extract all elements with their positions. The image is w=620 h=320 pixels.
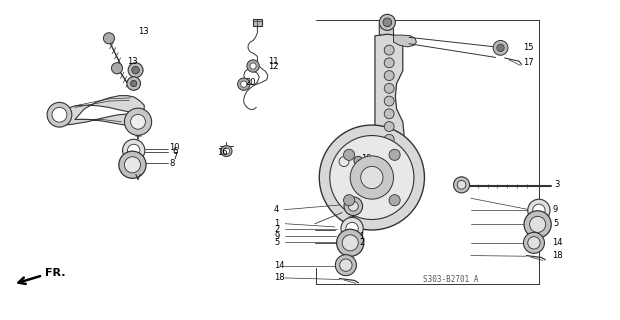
- Circle shape: [524, 211, 551, 238]
- Circle shape: [344, 197, 363, 215]
- Circle shape: [350, 156, 394, 199]
- Circle shape: [223, 148, 229, 154]
- Circle shape: [337, 229, 364, 256]
- Circle shape: [104, 33, 115, 44]
- Circle shape: [247, 60, 259, 72]
- Text: 4: 4: [274, 205, 280, 214]
- Circle shape: [123, 139, 145, 162]
- Text: 3: 3: [554, 180, 560, 189]
- Circle shape: [384, 45, 394, 55]
- Text: 14: 14: [552, 238, 563, 247]
- Circle shape: [47, 102, 72, 127]
- Text: 11: 11: [268, 57, 278, 66]
- Circle shape: [497, 44, 504, 52]
- Polygon shape: [52, 96, 146, 126]
- Text: 10: 10: [169, 143, 179, 152]
- Circle shape: [384, 71, 394, 81]
- Circle shape: [340, 259, 352, 271]
- Text: 1: 1: [274, 219, 280, 228]
- Text: 13: 13: [127, 57, 138, 66]
- Polygon shape: [338, 178, 409, 207]
- Text: 12: 12: [268, 62, 278, 71]
- Circle shape: [128, 63, 143, 77]
- Text: 14: 14: [274, 261, 285, 270]
- Circle shape: [523, 232, 544, 253]
- Circle shape: [343, 195, 355, 206]
- Polygon shape: [379, 22, 394, 38]
- Text: 1: 1: [360, 232, 365, 241]
- Circle shape: [383, 18, 392, 27]
- Circle shape: [384, 134, 394, 144]
- Circle shape: [241, 81, 247, 87]
- Text: 18: 18: [274, 273, 285, 282]
- Text: 5: 5: [553, 219, 559, 228]
- Text: 9: 9: [274, 232, 280, 241]
- Circle shape: [125, 108, 152, 135]
- Circle shape: [389, 149, 400, 160]
- Text: 7: 7: [172, 152, 178, 161]
- Text: 13: 13: [138, 28, 149, 36]
- Circle shape: [127, 77, 141, 90]
- Circle shape: [131, 114, 146, 129]
- Circle shape: [330, 136, 414, 220]
- Polygon shape: [375, 34, 404, 171]
- Circle shape: [389, 195, 400, 206]
- Circle shape: [346, 222, 358, 235]
- Text: 16: 16: [217, 148, 228, 156]
- Circle shape: [361, 166, 383, 188]
- Circle shape: [379, 14, 396, 30]
- Circle shape: [348, 201, 358, 211]
- Circle shape: [131, 80, 137, 87]
- Text: 18: 18: [552, 251, 563, 260]
- Text: 15: 15: [523, 43, 534, 52]
- Circle shape: [221, 146, 232, 156]
- Circle shape: [457, 180, 466, 189]
- Circle shape: [354, 156, 363, 165]
- Circle shape: [237, 78, 250, 90]
- Circle shape: [384, 96, 394, 106]
- Circle shape: [112, 63, 123, 74]
- Circle shape: [335, 255, 356, 276]
- Circle shape: [119, 151, 146, 178]
- Polygon shape: [253, 19, 262, 26]
- Circle shape: [250, 63, 256, 69]
- Polygon shape: [335, 157, 353, 166]
- Circle shape: [132, 67, 140, 74]
- Text: 20: 20: [245, 78, 255, 87]
- Text: 9: 9: [552, 205, 558, 214]
- Circle shape: [384, 109, 394, 119]
- Text: 19: 19: [361, 154, 372, 163]
- Circle shape: [125, 157, 141, 173]
- Text: 5: 5: [274, 238, 280, 247]
- Circle shape: [341, 217, 363, 240]
- Circle shape: [342, 235, 358, 251]
- Text: 6: 6: [172, 147, 178, 156]
- Text: 2: 2: [360, 238, 365, 247]
- Circle shape: [384, 58, 394, 68]
- Circle shape: [128, 144, 140, 156]
- Text: 17: 17: [523, 58, 534, 67]
- Text: FR.: FR.: [45, 268, 66, 278]
- Circle shape: [528, 237, 540, 249]
- Circle shape: [384, 84, 394, 93]
- Circle shape: [528, 199, 550, 221]
- Circle shape: [384, 122, 394, 132]
- Circle shape: [319, 125, 425, 230]
- Text: 2: 2: [274, 225, 280, 234]
- Polygon shape: [394, 35, 417, 47]
- Circle shape: [453, 177, 469, 193]
- Circle shape: [533, 204, 545, 217]
- Text: S303-B2701 A: S303-B2701 A: [423, 275, 478, 284]
- Text: 8: 8: [169, 159, 174, 168]
- Circle shape: [52, 107, 67, 122]
- Circle shape: [529, 216, 546, 232]
- Circle shape: [493, 40, 508, 55]
- Circle shape: [343, 149, 355, 160]
